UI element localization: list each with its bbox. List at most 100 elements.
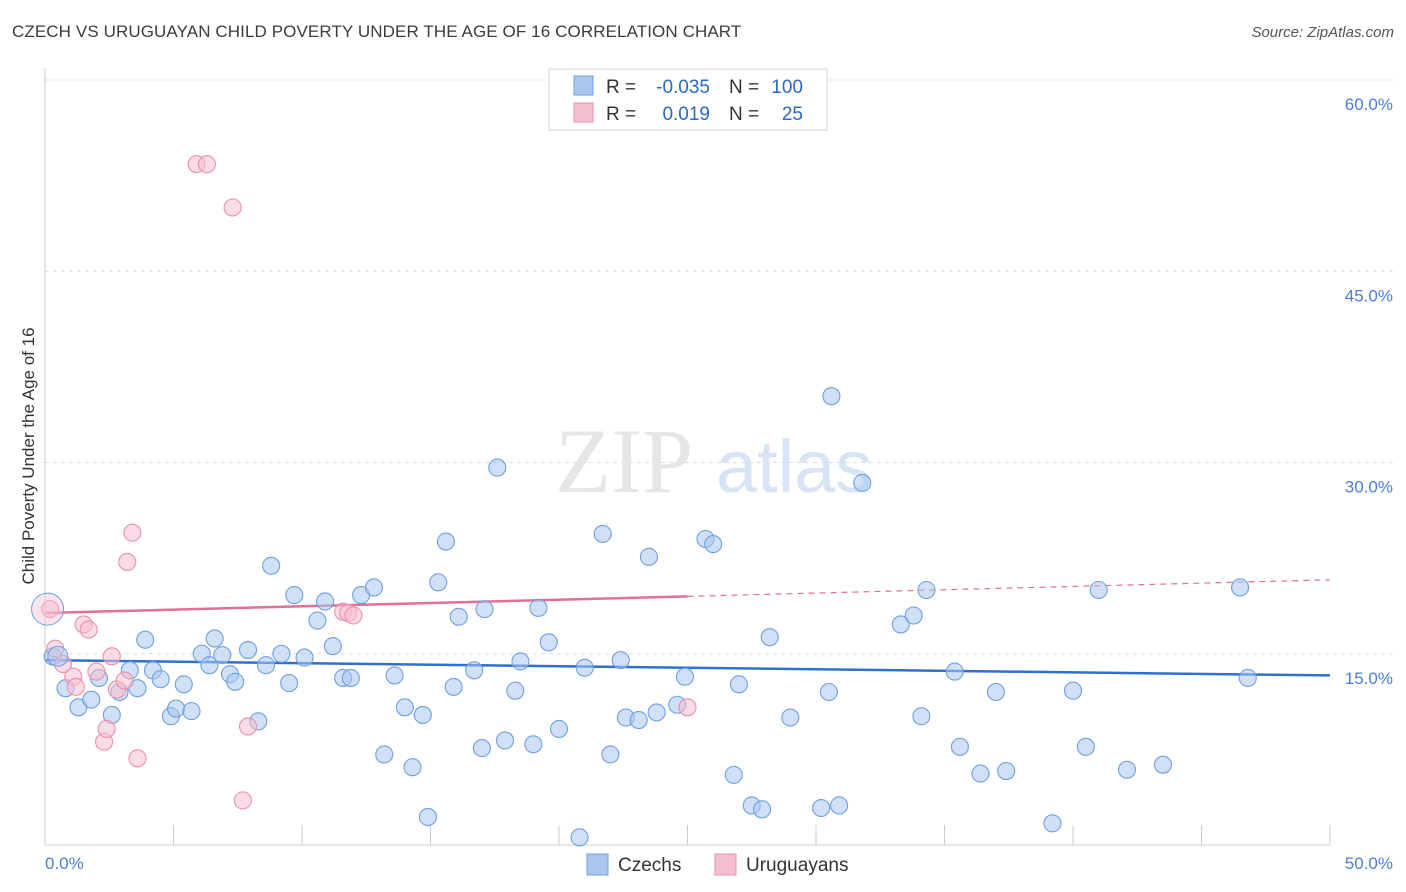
czech-point bbox=[917, 580, 936, 600]
czech-point bbox=[82, 690, 101, 709]
czech-point bbox=[830, 796, 849, 815]
czech-point bbox=[593, 524, 612, 543]
czech-point bbox=[238, 640, 258, 659]
trend-lines bbox=[44, 579, 1331, 677]
czech-point bbox=[403, 758, 422, 777]
czech-point bbox=[647, 703, 666, 722]
czech-point bbox=[364, 578, 384, 597]
uru-trend-line-extension bbox=[687, 579, 1331, 597]
czech-point bbox=[1063, 681, 1083, 700]
czech-point bbox=[316, 592, 335, 611]
czech-point bbox=[629, 710, 648, 730]
czech-point bbox=[524, 735, 543, 754]
czech-point bbox=[436, 532, 455, 551]
czech-point bbox=[781, 708, 800, 727]
czech-point bbox=[472, 739, 491, 758]
czech-point bbox=[213, 645, 232, 665]
chart-title: CZECH VS URUGUAYAN CHILD POVERTY UNDER T… bbox=[12, 22, 742, 41]
legend-czech-n-label: N = bbox=[729, 77, 759, 98]
watermark: ZIP atlas bbox=[555, 410, 872, 512]
chart-source: Source: ZipAtlas.com bbox=[1251, 24, 1394, 41]
czech-point bbox=[1043, 814, 1062, 833]
czech-point bbox=[1117, 760, 1137, 779]
y-axis-title: Child Poverty Under the Age of 16 bbox=[19, 327, 38, 584]
uru-point bbox=[238, 717, 258, 736]
watermark-zip: ZIP bbox=[555, 410, 693, 512]
czech-point bbox=[1231, 578, 1250, 597]
czech-point bbox=[704, 535, 723, 554]
cluster-point bbox=[47, 645, 69, 667]
uru-point bbox=[102, 647, 121, 666]
czech-point bbox=[174, 675, 193, 694]
czech-point bbox=[429, 573, 448, 592]
czech-point bbox=[488, 458, 507, 477]
cluster-point bbox=[31, 592, 65, 626]
czech-point bbox=[475, 600, 494, 619]
legend-uru-r-value: 0.019 bbox=[662, 104, 710, 125]
czech-point bbox=[570, 828, 589, 847]
czech-point bbox=[418, 807, 437, 827]
czech-point bbox=[375, 745, 394, 764]
czech-point bbox=[639, 547, 659, 566]
czech-point bbox=[950, 737, 969, 756]
czech-point bbox=[200, 656, 219, 675]
legend-box bbox=[548, 68, 828, 131]
czech-point bbox=[323, 637, 342, 656]
x-tick-label-min: 0.0% bbox=[45, 854, 84, 873]
czech-point bbox=[285, 586, 304, 605]
legend-uru-n-value: 25 bbox=[782, 104, 803, 125]
czech-point bbox=[760, 628, 779, 647]
czech-point bbox=[601, 745, 620, 764]
watermark-atlas: atlas bbox=[716, 425, 872, 508]
czech-point bbox=[1076, 737, 1095, 756]
czech-point bbox=[997, 761, 1016, 781]
czech-point bbox=[945, 662, 964, 681]
uru-point bbox=[115, 671, 134, 690]
uru-point bbox=[678, 698, 697, 717]
czech-point bbox=[256, 656, 276, 675]
y-tick-label: 45.0% bbox=[1345, 286, 1393, 305]
legend-czech-n-value: 100 bbox=[771, 77, 803, 98]
y-tick-label: 60.0% bbox=[1345, 95, 1393, 114]
czech-point bbox=[341, 668, 360, 688]
bottom-legend-uru-swatch bbox=[714, 853, 737, 876]
czech-point bbox=[136, 630, 155, 649]
bottom-legend-czech-swatch bbox=[586, 853, 609, 876]
czech-point bbox=[611, 651, 630, 670]
y-tick-label: 15.0% bbox=[1345, 669, 1393, 688]
czech-point bbox=[449, 607, 468, 626]
legend-czech-swatch bbox=[573, 75, 594, 96]
czech-point bbox=[308, 611, 327, 630]
czech-point bbox=[529, 598, 548, 617]
czech-point bbox=[549, 719, 569, 739]
uru-point bbox=[66, 677, 85, 696]
bottom-legend-czech-label: Czechs bbox=[618, 855, 681, 876]
uru-point bbox=[87, 662, 106, 681]
czech-point bbox=[262, 556, 281, 575]
czech-point bbox=[395, 698, 414, 717]
czech-point bbox=[724, 765, 743, 784]
bottom-legend-uru-label: Uruguayans bbox=[746, 855, 848, 876]
czech-point bbox=[986, 682, 1005, 702]
czech-point bbox=[752, 800, 772, 819]
y-tick-label: 30.0% bbox=[1345, 478, 1393, 497]
uru-point bbox=[223, 198, 242, 217]
czech-point bbox=[853, 473, 872, 492]
czech-point bbox=[1153, 755, 1172, 774]
uru-point bbox=[197, 155, 216, 174]
czech-point bbox=[167, 699, 186, 718]
uru-point bbox=[79, 620, 98, 639]
czech-point bbox=[971, 764, 990, 783]
legend-czech-r-label: R = bbox=[606, 77, 636, 98]
czech-point bbox=[912, 707, 931, 726]
uru-point bbox=[97, 719, 116, 739]
czech-point bbox=[385, 666, 404, 685]
legend-uru-r-label: R = bbox=[606, 104, 636, 125]
legend-uru-n-label: N = bbox=[729, 104, 759, 125]
uru-point bbox=[128, 749, 147, 768]
uru-trend-line bbox=[44, 595, 688, 615]
czech-point bbox=[295, 648, 314, 667]
legend: R = -0.035 N = 100 R = 0.019 N = 25 bbox=[548, 68, 828, 131]
uru-point bbox=[123, 523, 142, 542]
